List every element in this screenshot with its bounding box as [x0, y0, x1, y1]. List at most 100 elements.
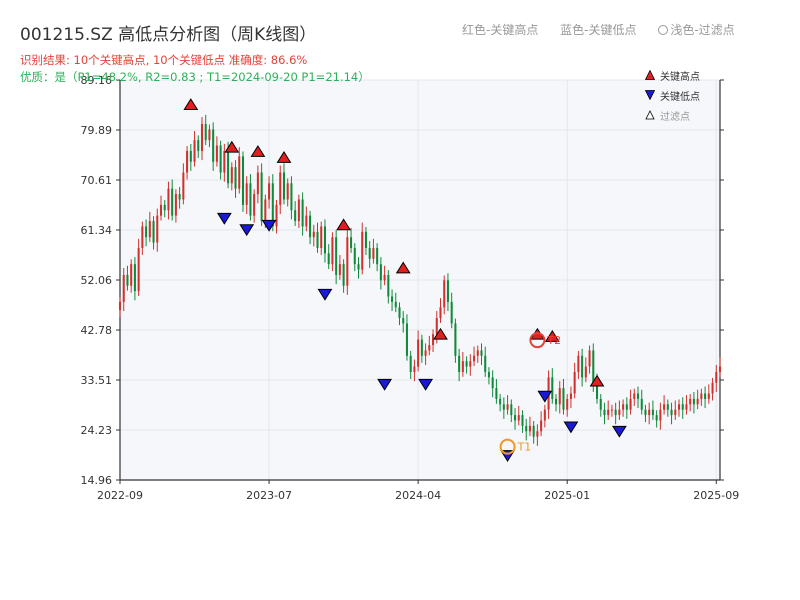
candle-body — [301, 199, 304, 227]
key-high-marker — [250, 145, 266, 157]
candle-body — [256, 172, 259, 195]
candle-body — [677, 404, 681, 410]
candle-body — [517, 415, 520, 421]
candle-body — [480, 350, 483, 356]
candle-body — [484, 355, 487, 372]
candle-body — [450, 301, 453, 324]
candle-body — [670, 409, 673, 416]
candle-body — [327, 253, 330, 265]
candle-body — [163, 204, 166, 211]
up-triangle-icon — [645, 70, 655, 80]
candle-body — [491, 377, 494, 389]
candle-body — [473, 355, 476, 362]
quality-summary: 优质：是（P1=48.2%, R2=0.83 ; T1=2024-09-20 P… — [20, 70, 370, 84]
key-low-marker — [261, 219, 277, 232]
candle-body — [666, 404, 669, 410]
candle-body — [573, 371, 576, 394]
candle-body — [633, 393, 636, 399]
candle-body — [186, 150, 189, 173]
candle-body — [603, 409, 606, 416]
candle-body — [122, 274, 125, 302]
key-high-marker — [544, 329, 560, 342]
annotation-circle-t2 — [529, 332, 546, 349]
candle-body — [245, 183, 248, 205]
candle-body — [566, 398, 569, 410]
candle-body — [145, 226, 148, 238]
candle-body — [495, 388, 498, 399]
y-tick-label: 52.06 — [81, 274, 113, 287]
candle-body — [499, 398, 502, 405]
candle-body — [704, 393, 707, 399]
legend-filtered[interactable]: 过滤点 — [645, 105, 700, 125]
candle-body — [692, 398, 695, 405]
y-tick-label: 89.16 — [81, 74, 113, 87]
candle-body — [413, 366, 416, 372]
candle-body — [629, 398, 632, 410]
candle-body — [696, 398, 699, 405]
candle-body — [331, 237, 334, 265]
candle-body — [588, 350, 591, 367]
candle-body — [409, 355, 412, 372]
y-tick-label: 61.34 — [81, 224, 113, 237]
candle-body — [521, 415, 524, 426]
candle-body — [137, 247, 140, 292]
candle-body — [428, 345, 431, 351]
key-high-marker — [589, 374, 605, 387]
candle-body — [294, 210, 297, 222]
key-high-marker — [276, 150, 292, 163]
candle-body — [636, 393, 640, 399]
x-tick-label: 2022-09 — [97, 489, 143, 502]
candle-body — [651, 409, 654, 416]
candle-body — [443, 280, 446, 308]
key-low-marker — [216, 212, 232, 225]
candle-body — [681, 404, 684, 410]
candle-body — [241, 156, 245, 205]
legend-key-high-label: 关键高点 — [660, 71, 700, 83]
candle-body — [685, 404, 688, 410]
candle-body — [364, 231, 367, 248]
candle-body — [465, 361, 468, 367]
candle-body — [558, 388, 561, 405]
candle-body — [424, 350, 427, 356]
annotation-label-t1: T1 — [517, 441, 532, 454]
candle-body — [689, 398, 692, 405]
candle-body — [461, 361, 464, 372]
candle-body — [316, 231, 319, 248]
candle-body — [350, 237, 353, 248]
candle-body — [387, 274, 390, 297]
marker-legend: 关键高点 关键低点 过滤点 — [645, 65, 700, 125]
candle-body — [577, 355, 580, 372]
legend-key-high[interactable]: 关键高点 — [645, 65, 700, 85]
key-low-marker — [239, 224, 255, 237]
candle-body — [581, 355, 584, 378]
candle-body — [614, 409, 617, 416]
circle-icon — [658, 25, 669, 35]
candle-body — [204, 123, 207, 141]
candle-body — [506, 404, 509, 410]
candle-body — [305, 215, 308, 227]
candle-body — [320, 226, 323, 248]
candle-body — [342, 264, 345, 286]
candle-body — [599, 398, 602, 410]
candle-body — [215, 145, 218, 162]
y-tick-label: 14.96 — [81, 474, 113, 487]
candle-body — [379, 264, 382, 281]
candle-body — [223, 150, 226, 173]
candle-body — [536, 431, 539, 437]
key-high-marker — [224, 140, 240, 153]
candle-body — [439, 307, 442, 319]
hollow-triangle-icon — [645, 110, 655, 120]
y-tick-label: 79.89 — [81, 124, 113, 137]
key-high-marker — [395, 261, 411, 274]
candle-body — [200, 123, 204, 151]
top-legend-light: 浅色-过滤点 — [670, 23, 735, 37]
candle-body — [640, 398, 643, 410]
candle-body — [543, 409, 546, 421]
candle-body — [655, 415, 658, 421]
x-tick-label: 2025-09 — [693, 489, 739, 502]
candle-body — [618, 409, 621, 416]
candle-body — [394, 301, 397, 308]
candle-body — [182, 172, 185, 200]
legend-key-low[interactable]: 关键低点 — [645, 85, 700, 105]
candle-body — [275, 204, 278, 227]
